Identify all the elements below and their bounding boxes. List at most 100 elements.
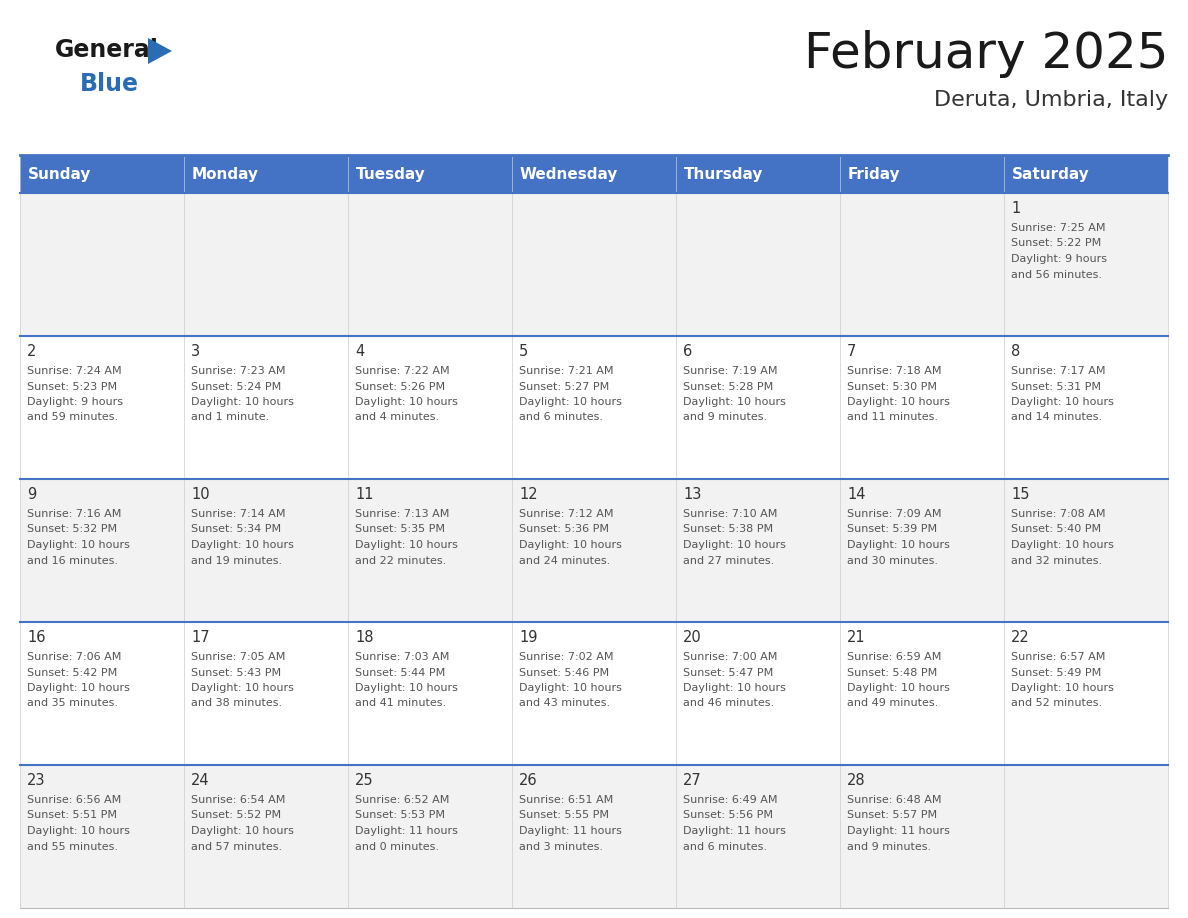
Text: Sunrise: 6:48 AM: Sunrise: 6:48 AM xyxy=(847,795,942,805)
Bar xyxy=(184,336,348,479)
Text: Thursday: Thursday xyxy=(684,166,764,182)
Text: 24: 24 xyxy=(191,773,209,788)
Text: and 0 minutes.: and 0 minutes. xyxy=(355,842,440,852)
Text: Sunset: 5:42 PM: Sunset: 5:42 PM xyxy=(27,667,118,677)
Bar xyxy=(512,479,676,622)
Bar xyxy=(512,193,676,336)
Text: Sunrise: 7:14 AM: Sunrise: 7:14 AM xyxy=(191,509,285,519)
Text: Daylight: 11 hours: Daylight: 11 hours xyxy=(355,826,457,836)
Bar xyxy=(184,622,348,765)
Text: 6: 6 xyxy=(683,344,693,359)
Text: Sunset: 5:23 PM: Sunset: 5:23 PM xyxy=(27,382,118,391)
Text: Deruta, Umbria, Italy: Deruta, Umbria, Italy xyxy=(934,90,1168,110)
Text: and 49 minutes.: and 49 minutes. xyxy=(847,699,939,709)
Text: and 24 minutes.: and 24 minutes. xyxy=(519,555,611,565)
Text: 22: 22 xyxy=(1011,630,1030,645)
Text: Sunrise: 7:10 AM: Sunrise: 7:10 AM xyxy=(683,509,777,519)
Text: and 11 minutes.: and 11 minutes. xyxy=(847,412,939,422)
Text: Daylight: 11 hours: Daylight: 11 hours xyxy=(847,826,950,836)
Bar xyxy=(1004,479,1168,622)
Text: and 59 minutes.: and 59 minutes. xyxy=(27,412,118,422)
Text: 14: 14 xyxy=(847,487,866,502)
Text: and 41 minutes.: and 41 minutes. xyxy=(355,699,447,709)
Text: Daylight: 10 hours: Daylight: 10 hours xyxy=(683,397,786,407)
Text: 8: 8 xyxy=(1011,344,1020,359)
Text: and 3 minutes.: and 3 minutes. xyxy=(519,842,604,852)
Text: Sunrise: 7:23 AM: Sunrise: 7:23 AM xyxy=(191,366,285,376)
Text: Daylight: 10 hours: Daylight: 10 hours xyxy=(191,826,293,836)
Text: February 2025: February 2025 xyxy=(803,30,1168,78)
Text: and 55 minutes.: and 55 minutes. xyxy=(27,842,118,852)
Text: Sunset: 5:32 PM: Sunset: 5:32 PM xyxy=(27,524,118,534)
Text: and 35 minutes.: and 35 minutes. xyxy=(27,699,118,709)
Text: Daylight: 10 hours: Daylight: 10 hours xyxy=(847,397,950,407)
Bar xyxy=(20,479,184,622)
Text: Sunrise: 7:13 AM: Sunrise: 7:13 AM xyxy=(355,509,449,519)
Bar xyxy=(1004,336,1168,479)
Text: Sunrise: 7:08 AM: Sunrise: 7:08 AM xyxy=(1011,509,1106,519)
Text: Daylight: 9 hours: Daylight: 9 hours xyxy=(27,397,124,407)
Bar xyxy=(348,622,512,765)
Text: Sunset: 5:22 PM: Sunset: 5:22 PM xyxy=(1011,239,1101,249)
Text: Sunrise: 7:17 AM: Sunrise: 7:17 AM xyxy=(1011,366,1106,376)
Text: 10: 10 xyxy=(191,487,209,502)
Bar xyxy=(840,193,1004,336)
Text: and 30 minutes.: and 30 minutes. xyxy=(847,555,939,565)
Text: Sunset: 5:30 PM: Sunset: 5:30 PM xyxy=(847,382,937,391)
Text: Sunrise: 6:57 AM: Sunrise: 6:57 AM xyxy=(1011,652,1105,662)
Text: and 9 minutes.: and 9 minutes. xyxy=(683,412,767,422)
Text: and 9 minutes.: and 9 minutes. xyxy=(847,842,931,852)
Text: Sunset: 5:46 PM: Sunset: 5:46 PM xyxy=(519,667,609,677)
Text: Sunrise: 6:49 AM: Sunrise: 6:49 AM xyxy=(683,795,777,805)
Text: 27: 27 xyxy=(683,773,702,788)
Text: and 57 minutes.: and 57 minutes. xyxy=(191,842,282,852)
Text: Sunset: 5:39 PM: Sunset: 5:39 PM xyxy=(847,524,937,534)
Text: Blue: Blue xyxy=(80,72,139,96)
Text: Sunrise: 6:51 AM: Sunrise: 6:51 AM xyxy=(519,795,613,805)
Text: and 16 minutes.: and 16 minutes. xyxy=(27,555,118,565)
Text: 17: 17 xyxy=(191,630,209,645)
Text: Daylight: 10 hours: Daylight: 10 hours xyxy=(519,683,621,693)
Text: 25: 25 xyxy=(355,773,373,788)
Text: Sunset: 5:53 PM: Sunset: 5:53 PM xyxy=(355,811,446,821)
Text: Sunrise: 7:05 AM: Sunrise: 7:05 AM xyxy=(191,652,285,662)
Bar xyxy=(676,336,840,479)
Text: and 19 minutes.: and 19 minutes. xyxy=(191,555,282,565)
Text: Monday: Monday xyxy=(192,166,259,182)
Text: Sunrise: 7:12 AM: Sunrise: 7:12 AM xyxy=(519,509,613,519)
Text: Sunrise: 7:00 AM: Sunrise: 7:00 AM xyxy=(683,652,777,662)
Text: Daylight: 10 hours: Daylight: 10 hours xyxy=(355,540,457,550)
Text: and 6 minutes.: and 6 minutes. xyxy=(519,412,604,422)
Text: and 46 minutes.: and 46 minutes. xyxy=(683,699,775,709)
Text: Sunrise: 7:21 AM: Sunrise: 7:21 AM xyxy=(519,366,613,376)
Text: Sunrise: 7:19 AM: Sunrise: 7:19 AM xyxy=(683,366,777,376)
Text: Sunset: 5:47 PM: Sunset: 5:47 PM xyxy=(683,667,773,677)
Text: 26: 26 xyxy=(519,773,538,788)
Bar xyxy=(184,479,348,622)
Text: Daylight: 10 hours: Daylight: 10 hours xyxy=(847,540,950,550)
Bar xyxy=(512,336,676,479)
Text: Sunrise: 7:24 AM: Sunrise: 7:24 AM xyxy=(27,366,121,376)
Text: Sunrise: 6:52 AM: Sunrise: 6:52 AM xyxy=(355,795,449,805)
Text: Sunrise: 6:54 AM: Sunrise: 6:54 AM xyxy=(191,795,285,805)
Text: and 52 minutes.: and 52 minutes. xyxy=(1011,699,1102,709)
Text: Daylight: 9 hours: Daylight: 9 hours xyxy=(1011,254,1107,264)
Text: Sunset: 5:52 PM: Sunset: 5:52 PM xyxy=(191,811,282,821)
Text: 20: 20 xyxy=(683,630,702,645)
Text: Saturday: Saturday xyxy=(1012,166,1089,182)
Text: and 6 minutes.: and 6 minutes. xyxy=(683,842,767,852)
Text: and 1 minute.: and 1 minute. xyxy=(191,412,270,422)
Text: 11: 11 xyxy=(355,487,373,502)
Text: and 38 minutes.: and 38 minutes. xyxy=(191,699,282,709)
Text: Sunset: 5:48 PM: Sunset: 5:48 PM xyxy=(847,667,937,677)
Bar xyxy=(20,765,184,908)
Text: Daylight: 10 hours: Daylight: 10 hours xyxy=(355,397,457,407)
Text: and 22 minutes.: and 22 minutes. xyxy=(355,555,447,565)
Text: Sunrise: 7:25 AM: Sunrise: 7:25 AM xyxy=(1011,223,1106,233)
Polygon shape xyxy=(148,38,172,64)
Bar xyxy=(348,479,512,622)
Text: Sunset: 5:55 PM: Sunset: 5:55 PM xyxy=(519,811,609,821)
Text: Sunset: 5:40 PM: Sunset: 5:40 PM xyxy=(1011,524,1101,534)
Text: Sunrise: 7:16 AM: Sunrise: 7:16 AM xyxy=(27,509,121,519)
Bar xyxy=(348,336,512,479)
